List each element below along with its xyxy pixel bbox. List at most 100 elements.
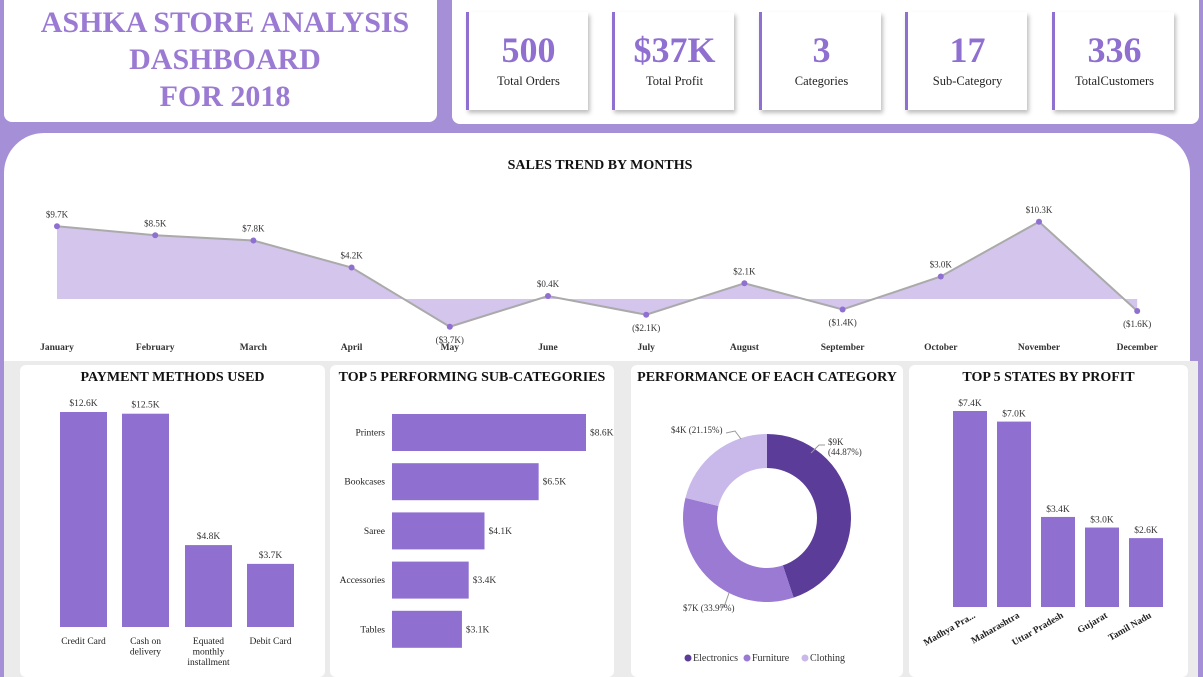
state-bar — [997, 421, 1031, 607]
sales-trend-panel: SALES TREND BY MONTHS $9.7K January $8.5K F… — [4, 133, 1190, 361]
legend-dot — [801, 654, 809, 662]
category-performance-chart: $9K(44.87%) $7K (33.97%) $4K (21.15%) Elect… — [671, 425, 862, 664]
kpi-value: 17 — [949, 30, 986, 70]
kpi-label: Total Orders — [497, 74, 560, 88]
dashboard-title: ASHKA STORE ANALYSIS DASHBOARD FOR 2018 — [4, 4, 446, 115]
sales-area — [57, 221, 1138, 327]
sales-month-label: September — [821, 343, 866, 353]
subcategory-bar — [392, 561, 469, 599]
sales-data-label: $8.5K — [144, 218, 167, 228]
kpi-panel: 500 Total Orders $37K Total Profit 3 Cat… — [452, 0, 1199, 124]
state-bar — [1129, 538, 1163, 607]
payment-category-label: Cash on — [130, 637, 161, 647]
kpi-card-total-orders: 500 Total Orders — [466, 12, 588, 110]
donut-leader-line — [719, 592, 730, 608]
donut-slice — [685, 434, 767, 507]
sales-trend-chart: $9.7K January $8.5K February $7.8K March $4.2K… — [40, 205, 1158, 353]
payment-category-label: Debit Card — [250, 637, 292, 647]
subcategory-label: Bookcases — [344, 478, 385, 488]
sales-data-label: $0.4K — [537, 279, 560, 289]
title-line: FOR 2018 — [159, 80, 291, 113]
sales-month-label: March — [240, 343, 268, 353]
subcategory-label: Tables — [360, 625, 385, 635]
donut-label-electronics-pct: (44.87%) — [828, 447, 862, 457]
sales-data-label: $10.3K — [1026, 205, 1053, 215]
subcategory-label: Printers — [355, 429, 385, 439]
payment-methods-title: PAYMENT METHODS USED — [80, 370, 265, 385]
state-label: Tamil Nadu — [1107, 611, 1154, 644]
donut-label-electronics: $9K — [828, 437, 844, 447]
sales-data-label: ($1.6K) — [1123, 319, 1151, 329]
state-value-label: $7.4K — [958, 398, 982, 409]
kpi-value: 3 — [812, 30, 831, 70]
title-line: DASHBOARD — [129, 43, 321, 76]
sales-trend-title: SALES TREND BY MONTHS — [507, 158, 693, 173]
payment-bar — [185, 545, 232, 627]
state-bar — [1085, 527, 1119, 607]
donut-label-clothing: $4K (21.15%) — [671, 425, 723, 435]
subcategory-bar — [392, 512, 485, 550]
subcategory-value-label: $3.1K — [466, 624, 490, 635]
sales-point — [937, 273, 944, 280]
sales-point — [250, 237, 257, 244]
legend-label: Clothing — [810, 653, 845, 664]
sales-point — [643, 311, 650, 318]
sales-month-label: January — [40, 343, 74, 353]
payment-category-label: monthly — [193, 648, 225, 658]
donut-leader-line — [725, 430, 742, 440]
payment-bar — [60, 412, 107, 627]
category-performance-title: PERFORMANCE OF EACH CATEGORY — [637, 370, 897, 385]
payment-value-label: $4.8K — [197, 531, 221, 542]
state-label: Madhya Pra... — [922, 611, 977, 649]
sales-month-label: February — [136, 343, 175, 353]
subcategory-bar — [392, 610, 462, 648]
payment-value-label: $12.6K — [69, 398, 97, 409]
sales-data-label: $4.2K — [340, 251, 363, 261]
subcategory-bar — [392, 463, 539, 501]
legend-label: Furniture — [752, 653, 790, 664]
payment-bar — [122, 413, 169, 627]
sales-data-label: ($2.1K) — [632, 323, 660, 333]
sales-month-label: August — [730, 343, 760, 353]
payment-value-label: $3.7K — [259, 550, 283, 561]
subcategory-value-label: $4.1K — [488, 526, 512, 537]
state-bar — [1041, 516, 1075, 607]
sales-month-label: May — [441, 343, 460, 353]
payment-category-label: Equated — [193, 637, 224, 647]
kpi-label: Total Profit — [645, 74, 704, 88]
sales-point — [1134, 308, 1141, 314]
kpi-card-categories: 3 Categories — [759, 12, 881, 110]
sales-data-label: ($1.4K) — [828, 318, 856, 328]
top-subcategories-chart: Printers $8.6K Bookcases $6.5K Saree $4.1K Acc… — [340, 414, 614, 648]
kpi-label: TotalCustomers — [1075, 74, 1154, 88]
legend-dot — [743, 654, 751, 662]
state-value-label: $2.6K — [1134, 525, 1158, 536]
sales-month-label: November — [1018, 343, 1061, 353]
sales-point — [54, 223, 60, 230]
sales-month-label: October — [924, 343, 958, 353]
kpi-card-sub-category: 17 Sub-Category — [905, 12, 1027, 110]
title-panel: ASHKA STORE ANALYSIS DASHBOARD FOR 2018 — [4, 0, 437, 122]
sales-line — [56, 220, 1138, 328]
donut-slice — [767, 434, 851, 598]
sales-month-label: April — [341, 343, 363, 353]
payment-methods-card: PAYMENT METHODS USED $12.6K Credit Card $1… — [20, 365, 325, 677]
kpi-card-total-profit: $37K Total Profit — [612, 12, 734, 110]
donut-label-furniture: $7K (33.97%) — [683, 603, 735, 613]
sales-data-label: $7.8K — [242, 224, 265, 234]
sales-point — [1036, 218, 1042, 225]
sales-data-label: $3.0K — [930, 260, 953, 270]
top-states-card: TOP 5 STATES BY PROFIT $7.4K Madhya Pra..… — [909, 365, 1188, 677]
sales-month-label: July — [637, 343, 655, 353]
donut-slice — [683, 497, 794, 602]
top-subcategories-card: TOP 5 PERFORMING SUB-CATEGORIES Printers… — [330, 365, 614, 677]
subcategory-bar — [392, 414, 586, 451]
payment-category-label: delivery — [130, 648, 161, 658]
kpi-value: $37K — [633, 30, 716, 70]
payment-bar — [247, 563, 294, 627]
subcategory-label: Accessories — [340, 576, 386, 586]
subcategory-value-label: $6.5K — [543, 477, 567, 488]
kpi-value: 336 — [1087, 30, 1142, 70]
payment-category-label: Credit Card — [61, 637, 106, 647]
